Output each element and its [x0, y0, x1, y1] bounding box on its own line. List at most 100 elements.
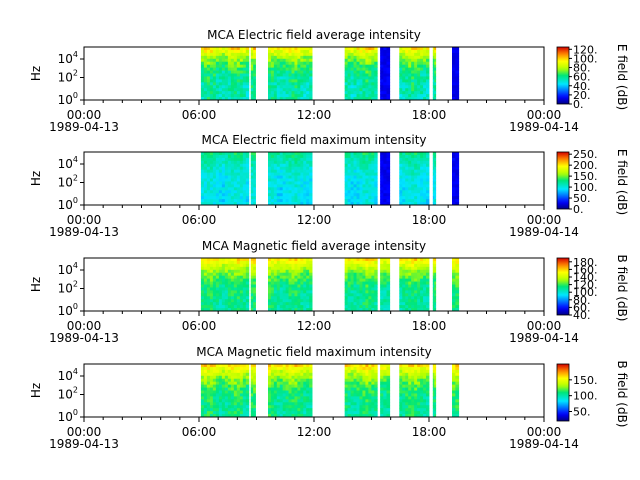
heatmap-cell — [212, 293, 217, 297]
heatmap-cell — [423, 375, 427, 380]
heatmap-cell — [423, 305, 427, 309]
heatmap-cell — [350, 82, 354, 86]
heatmap-cell — [417, 79, 421, 83]
heatmap-cell — [270, 281, 275, 285]
heatmap-cell — [291, 408, 295, 412]
heatmap-cell — [291, 366, 295, 371]
heatmap-cell — [279, 154, 284, 159]
heatmap-cell — [455, 408, 460, 412]
heatmap-cell — [344, 76, 349, 80]
heatmap-cell — [245, 281, 250, 285]
heatmap-cell — [365, 91, 369, 95]
heatmap-cell — [417, 157, 421, 162]
heatmap-cell — [303, 97, 307, 101]
heatmap-cell — [268, 187, 272, 191]
heatmap-cell — [362, 281, 366, 285]
heatmap-cell — [221, 172, 226, 176]
heatmap-cell — [350, 193, 354, 197]
heatmap-cell — [432, 184, 435, 188]
heatmap-cell — [383, 163, 387, 168]
heatmap-cell — [236, 88, 241, 92]
heatmap-cell — [380, 163, 384, 168]
heatmap-cell — [359, 73, 363, 77]
heatmap-cell — [344, 94, 349, 98]
heatmap-cell — [452, 414, 456, 418]
heatmap-cell — [426, 175, 430, 179]
heatmap-cell — [371, 97, 375, 101]
heatmap-cell — [303, 154, 307, 159]
heatmap-cell — [294, 76, 298, 80]
heatmap-cell — [279, 390, 284, 394]
heatmap-cell — [242, 287, 247, 291]
heatmap-cell — [236, 193, 241, 197]
heatmap-cell — [253, 172, 256, 176]
heatmap-cell — [297, 52, 301, 57]
heatmap-cell — [356, 58, 360, 63]
heatmap-cell — [224, 157, 229, 162]
heatmap-cell — [356, 61, 360, 66]
heatmap-cell — [276, 79, 281, 83]
heatmap-cell — [455, 405, 460, 409]
heatmap-cell — [285, 157, 289, 162]
heatmap-cell — [380, 287, 384, 291]
heatmap-cell — [414, 266, 418, 271]
heatmap-cell — [306, 178, 310, 182]
heatmap-cell — [402, 258, 406, 262]
heatmap-cell — [236, 94, 241, 98]
heatmap-cell — [347, 364, 351, 368]
heatmap-cell — [236, 76, 241, 80]
heatmap-cell — [350, 181, 354, 185]
heatmap-cell — [306, 152, 310, 156]
heatmap-cell — [300, 299, 304, 303]
heatmap-cell — [356, 287, 360, 291]
heatmap-cell — [386, 266, 391, 271]
heatmap-cell — [420, 196, 424, 200]
heatmap-cell — [300, 278, 304, 282]
heatmap-cell — [206, 88, 211, 92]
heatmap-cell — [408, 302, 412, 306]
heatmap-cell — [200, 172, 205, 176]
heatmap-cell — [452, 381, 456, 386]
heatmap-cell — [268, 67, 272, 71]
heatmap-cell — [417, 414, 421, 418]
heatmap-cell — [426, 369, 430, 374]
heatmap-cell — [273, 55, 278, 60]
heatmap-cell — [434, 269, 437, 274]
heatmap-cell — [221, 160, 226, 165]
heatmap-cell — [209, 61, 214, 66]
heatmap-cell — [215, 91, 220, 95]
heatmap-cell — [227, 166, 232, 171]
heatmap-cell — [206, 278, 211, 282]
heatmap-cell — [242, 190, 247, 194]
heatmap-cell — [285, 193, 289, 197]
heatmap-cell — [362, 378, 366, 383]
heatmap-cell — [306, 399, 310, 403]
heatmap-cell — [434, 396, 437, 400]
heatmap-cell — [273, 364, 278, 368]
heatmap-cell — [386, 73, 391, 77]
heatmap-cell — [288, 405, 292, 409]
heatmap-cell — [227, 157, 232, 162]
heatmap-cell — [227, 184, 232, 188]
heatmap-cell — [455, 166, 460, 171]
heatmap-cell — [402, 61, 406, 66]
heatmap-cell — [402, 266, 406, 271]
heatmap-cell — [432, 414, 435, 418]
spectrogram-heatmap — [200, 152, 460, 206]
heatmap-cell — [417, 55, 421, 60]
heatmap-cell — [347, 190, 351, 194]
heatmap-cell — [218, 302, 223, 306]
heatmap-cell — [209, 181, 214, 185]
heatmap-cell — [212, 369, 217, 374]
heatmap-cell — [347, 49, 351, 54]
heatmap-cell — [268, 287, 272, 291]
heatmap-cell — [218, 196, 223, 200]
heatmap-cell — [380, 58, 384, 63]
heatmap-cell — [380, 91, 384, 95]
heatmap-cell — [350, 67, 354, 71]
heatmap-cell — [221, 55, 226, 60]
heatmap-cell — [408, 61, 412, 66]
heatmap-cell — [245, 411, 250, 415]
heatmap-cell — [221, 381, 226, 386]
heatmap-cell — [206, 284, 211, 288]
